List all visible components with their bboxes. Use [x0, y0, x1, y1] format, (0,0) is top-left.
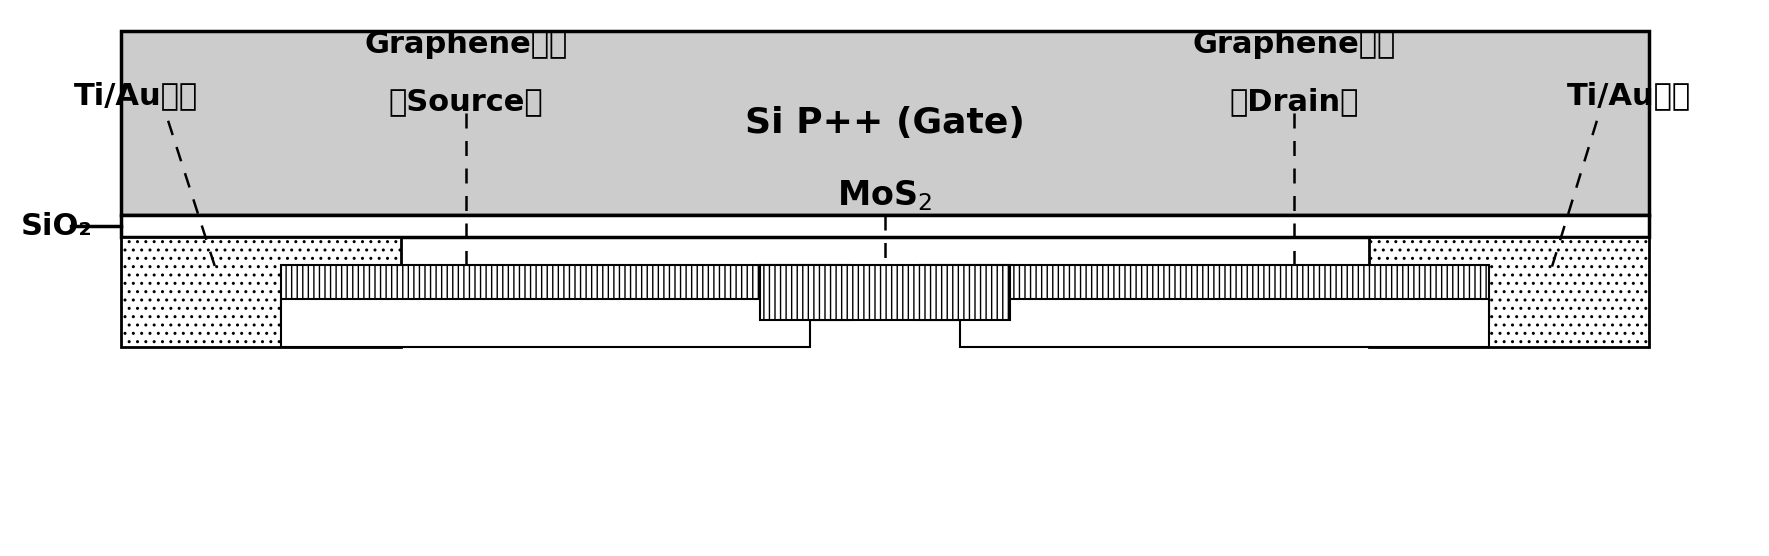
Text: （Drain）: （Drain） [1229, 87, 1359, 116]
Text: Graphene电极: Graphene电极 [1192, 30, 1396, 59]
Bar [920, 265, 1489, 320]
Bar [961, 299, 1489, 346]
Bar [281, 265, 851, 320]
Text: Ti/Au电极: Ti/Au电极 [1567, 81, 1691, 111]
Text: Si P++ (Gate): Si P++ (Gate) [745, 106, 1024, 140]
Text: Graphene电极: Graphene电极 [364, 30, 568, 59]
Text: Ti/Au电极: Ti/Au电极 [74, 81, 198, 111]
Bar [1369, 237, 1649, 346]
Text: SiO₂: SiO₂ [21, 212, 92, 241]
Text: （Source）: （Source） [389, 87, 543, 116]
Bar [122, 215, 1649, 237]
Bar [122, 237, 402, 346]
Bar [122, 31, 1649, 215]
Text: MoS$_2$: MoS$_2$ [837, 178, 932, 213]
Bar [761, 265, 1010, 320]
Bar [281, 299, 810, 346]
